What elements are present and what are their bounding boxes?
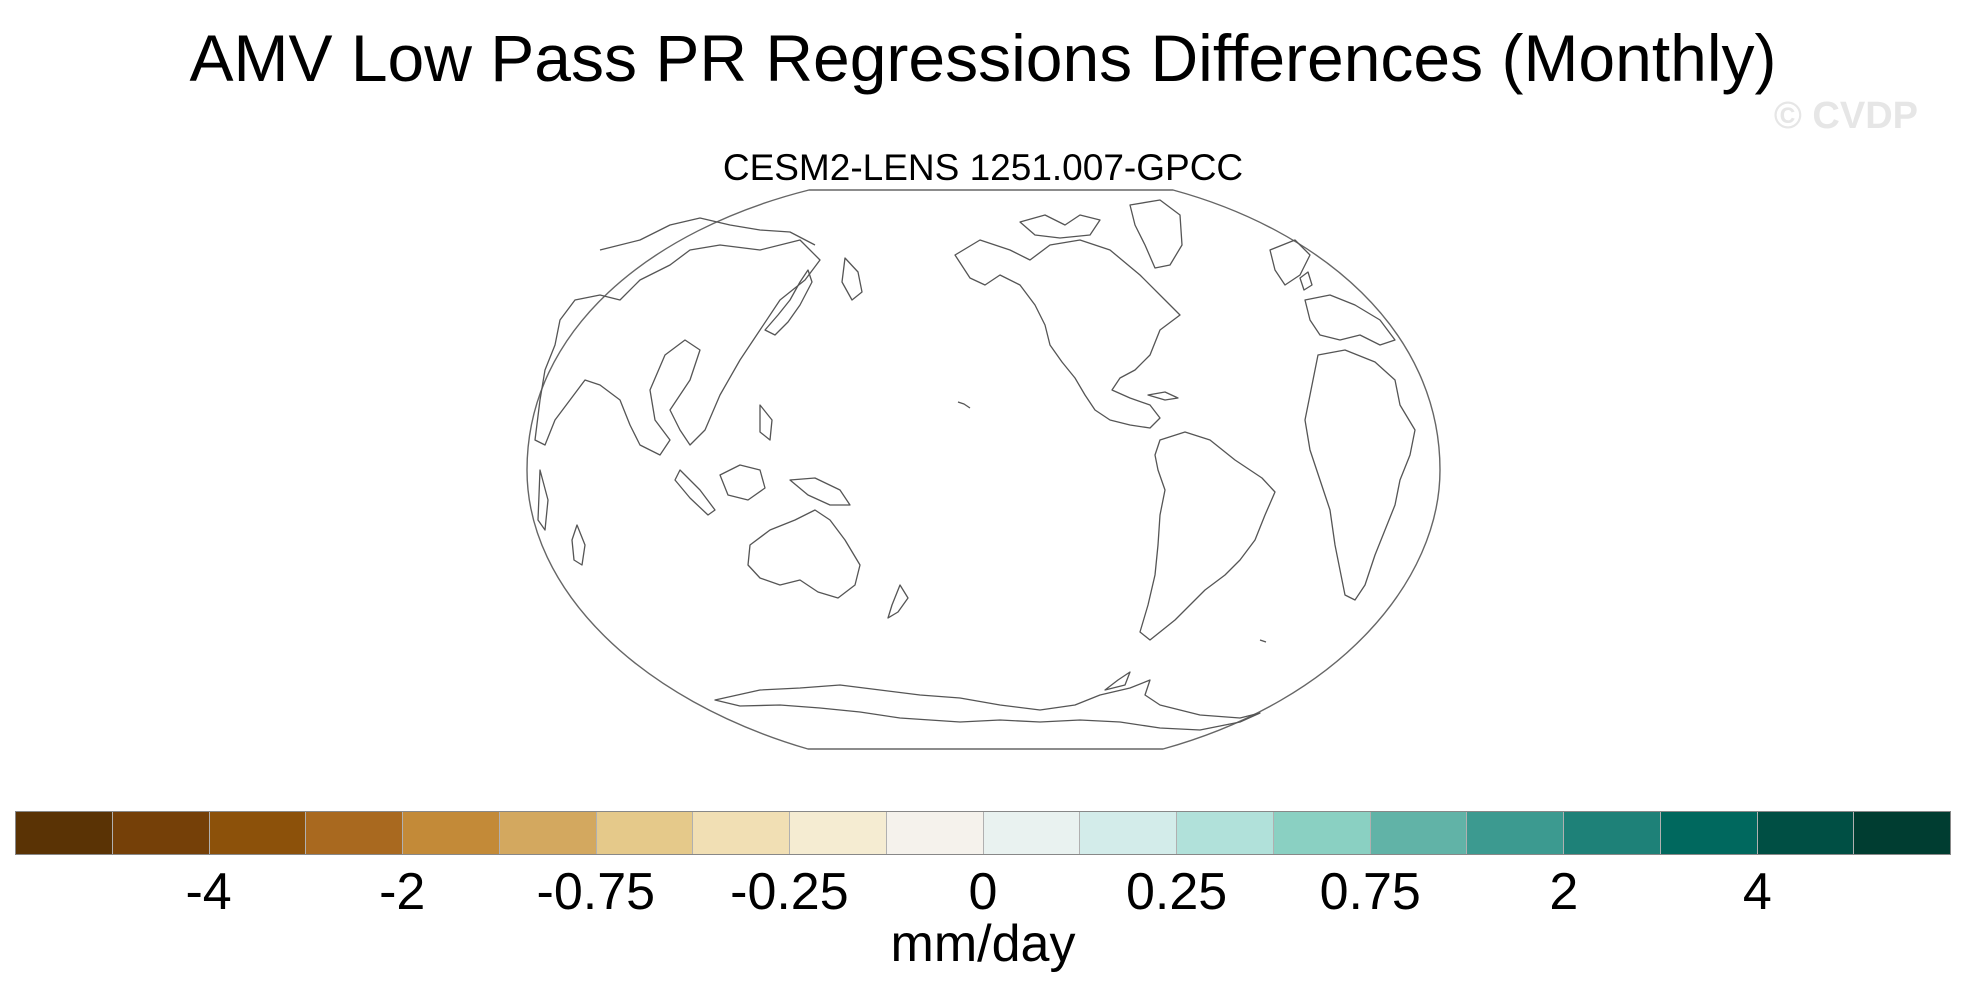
coastline-arctic-islands (1019, 214, 1101, 239)
coastline-cuba (1147, 391, 1179, 401)
colorbar-tick-label: -0.75 (536, 863, 656, 921)
coastline-antarctica (714, 679, 1261, 731)
colorbar-segment (1854, 812, 1950, 854)
colorbar-segment (1177, 812, 1274, 854)
colorbar-tick-label: -4 (185, 863, 232, 921)
coastline-sumatra (674, 469, 716, 516)
map-border (526, 189, 1441, 750)
colorbar-tick-label: 2 (1549, 863, 1579, 921)
colorbar-segment (112, 812, 210, 854)
colorbar-segment (1467, 812, 1564, 854)
coastline-greenland (1129, 199, 1183, 269)
coastline-antarctic-peninsula (1104, 671, 1131, 691)
coastline-hawaii (957, 401, 971, 409)
colorbar-segment (983, 812, 1081, 854)
colorbar-tick-label: 0 (968, 863, 998, 921)
coastline-madagascar (571, 524, 586, 566)
colorbar-segment (209, 812, 307, 854)
colorbar-segment (1757, 812, 1855, 854)
coastline-philippines (759, 404, 773, 441)
coastline-africa (1304, 349, 1416, 601)
coastline-british-isles (1299, 271, 1313, 291)
colorbar-segment (693, 812, 790, 854)
coastline-kamchatka (841, 257, 863, 301)
coastline-south-america (1139, 431, 1276, 641)
colorbar-segment (403, 812, 500, 854)
colorbar-segment (1080, 812, 1177, 854)
coastline-europe (1304, 294, 1396, 346)
coastline-eurasia (534, 239, 821, 456)
coastline-new-guinea (789, 477, 851, 506)
colorbar-tick-label: 0.25 (1125, 863, 1228, 921)
coastline-new-zealand (887, 584, 909, 619)
colorbar-segment (1370, 812, 1468, 854)
cvdp-watermark: © CVDP (1773, 95, 1918, 137)
colorbar-segment (306, 812, 403, 854)
colorbar-segment (1564, 812, 1661, 854)
coastline-south-georgia (1259, 639, 1267, 643)
coastline-east-africa (537, 469, 549, 531)
coastline-north-america (954, 239, 1181, 429)
colorbar-segment (886, 812, 984, 854)
figure-title: AMV Low Pass PR Regressions Differences … (189, 21, 1777, 95)
coastline-japan (764, 269, 813, 336)
colorbar-segment (1273, 812, 1371, 854)
colorbar-segment (1660, 812, 1758, 854)
coastline-scandinavia (1269, 239, 1311, 286)
world-map (526, 189, 1441, 750)
colorbar (15, 811, 1951, 855)
colorbar-tick-label: -2 (379, 863, 426, 921)
colorbar-tick-label: -0.25 (730, 863, 849, 921)
panel-subtitle: CESM2-LENS 1251.007-GPCC (722, 147, 1244, 188)
coastline-borneo (719, 464, 766, 501)
colorbar-segment (790, 812, 887, 854)
coastline-siberia-north (599, 217, 816, 251)
coastline-australia (747, 509, 861, 599)
colorbar-tick-label: 0.75 (1319, 863, 1421, 921)
colorbar-units: mm/day (890, 915, 1076, 973)
colorbar-tick-label: 4 (1742, 863, 1772, 921)
colorbar-segment (16, 812, 113, 854)
colorbar-segment (499, 812, 597, 854)
colorbar-segment (596, 812, 694, 854)
